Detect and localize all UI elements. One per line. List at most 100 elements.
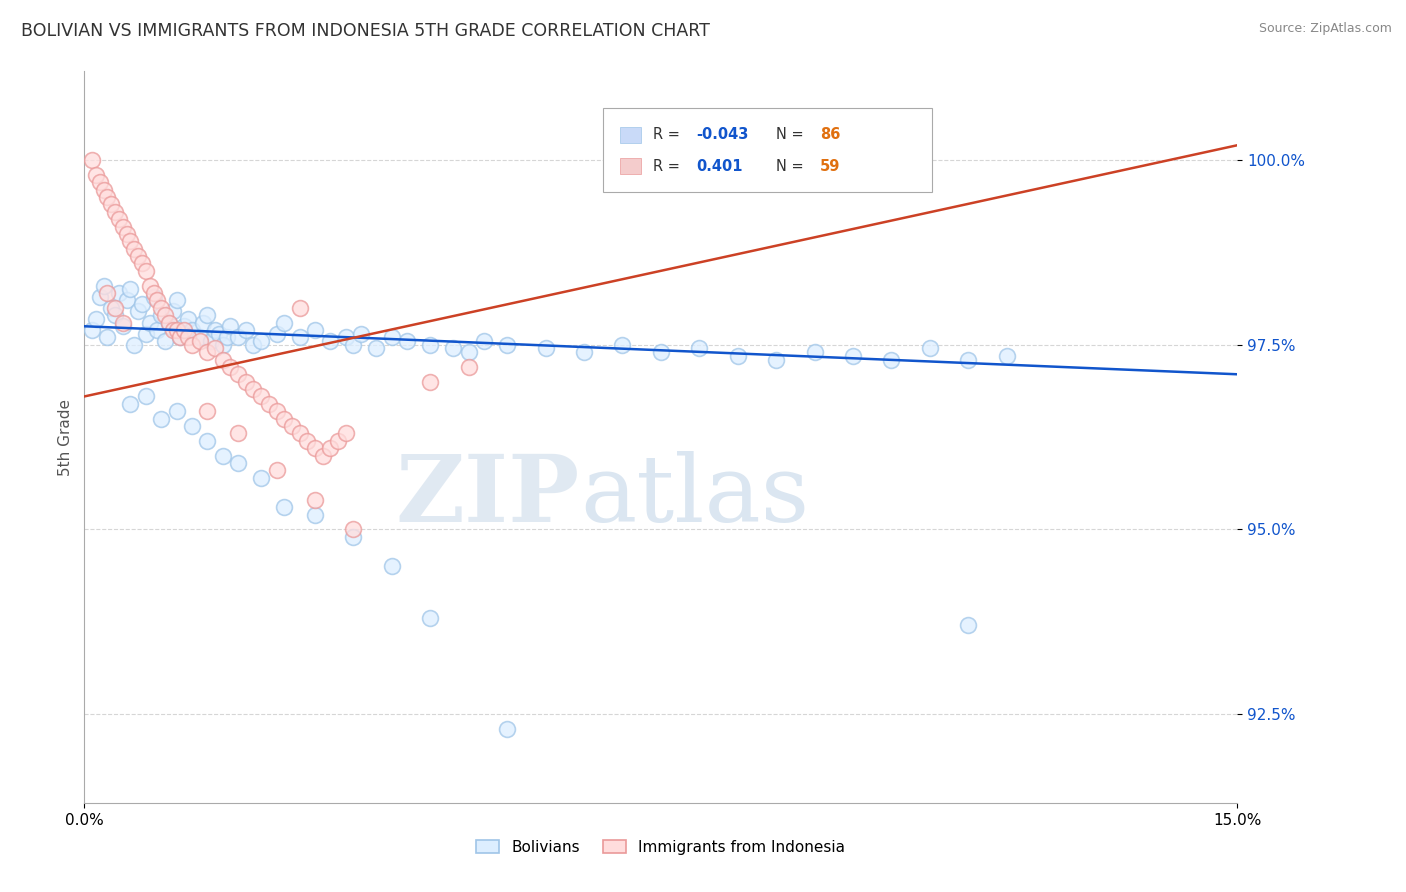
Point [93,183,115,197]
Point [273,500,295,515]
Y-axis label: 5th Grade: 5th Grade [58,399,73,475]
Text: 86: 86 [820,128,841,143]
Point [153,334,176,348]
Point [457,345,479,359]
Point [104,308,127,322]
Text: 0.401: 0.401 [696,159,742,174]
Point [266,463,288,477]
Point [157,316,180,330]
Point [273,316,295,330]
Point [572,345,595,359]
Point [242,337,264,351]
Point [297,434,319,448]
Point [135,389,157,403]
Point [311,449,333,463]
Point [266,404,288,418]
Point [215,330,238,344]
Text: -0.043: -0.043 [696,128,749,143]
Point [957,618,980,632]
FancyBboxPatch shape [620,159,641,175]
FancyBboxPatch shape [620,127,641,143]
Text: Source: ZipAtlas.com: Source: ZipAtlas.com [1258,22,1392,36]
Point [342,530,364,544]
Point [195,404,218,418]
Text: N =: N = [776,128,808,143]
Point [335,330,357,344]
Point [96,190,118,204]
Point [135,264,157,278]
Point [304,492,326,507]
Point [441,342,464,356]
Point [226,330,249,344]
Point [457,359,479,374]
Point [193,316,215,330]
Point [111,319,134,334]
Point [381,330,404,344]
Point [188,334,211,348]
Point [84,168,107,182]
Point [235,323,257,337]
Point [127,304,149,318]
Point [842,349,865,363]
Point [84,311,107,326]
Point [226,426,249,441]
Point [111,316,134,330]
Point [195,434,218,448]
Point [219,319,242,334]
Point [612,337,634,351]
Point [727,349,749,363]
Text: R =: R = [652,128,685,143]
Point [162,323,184,337]
Point [366,342,388,356]
Point [304,441,326,455]
Point [304,508,326,522]
Point [211,449,233,463]
Point [419,375,441,389]
Point [195,345,218,359]
Point [250,389,273,403]
Point [204,342,226,356]
Point [150,411,173,425]
Point [219,359,242,374]
Point [765,352,787,367]
Point [880,352,903,367]
Point [195,308,218,322]
Point [288,426,311,441]
Point [803,345,825,359]
Point [80,153,103,167]
Legend: Bolivians, Immigrants from Indonesia: Bolivians, Immigrants from Indonesia [470,834,852,861]
Point [120,282,142,296]
Text: atlas: atlas [581,450,810,541]
Point [173,323,195,337]
Point [142,285,165,300]
Point [211,352,233,367]
Point [138,278,160,293]
Point [111,219,134,234]
Point [235,375,257,389]
Point [472,334,495,348]
Point [150,301,173,315]
Point [166,404,188,418]
Point [534,342,557,356]
Point [957,352,980,367]
Point [342,523,364,537]
Point [304,323,326,337]
Point [496,337,519,351]
Point [115,293,138,308]
Point [688,342,710,356]
Point [650,345,672,359]
Text: BOLIVIAN VS IMMIGRANTS FROM INDONESIA 5TH GRADE CORRELATION CHART: BOLIVIAN VS IMMIGRANTS FROM INDONESIA 5T… [21,22,710,40]
Point [419,337,441,351]
Point [162,304,184,318]
Point [188,330,211,344]
Point [166,293,188,308]
Point [104,204,127,219]
Point [146,323,169,337]
Point [204,323,226,337]
Point [250,471,273,485]
Point [100,197,122,211]
Point [350,326,373,341]
Text: ZIP: ZIP [396,450,581,541]
Point [419,611,441,625]
Point [104,301,127,315]
